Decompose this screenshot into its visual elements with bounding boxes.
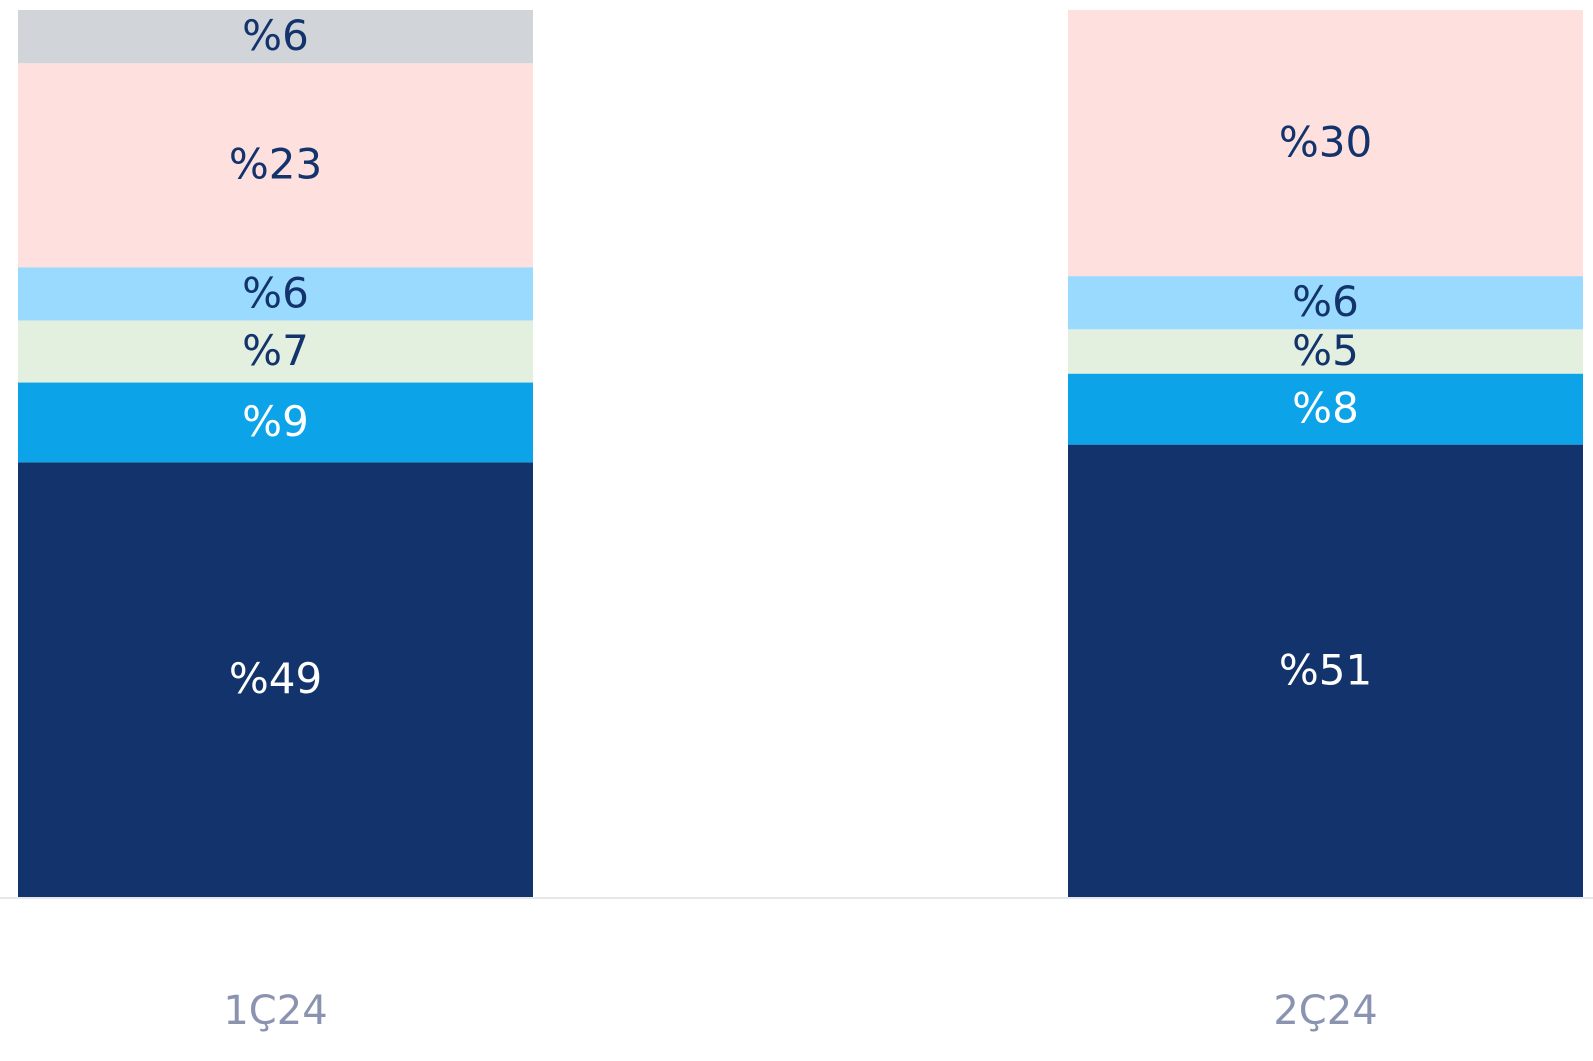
bar-segment	[18, 267, 533, 321]
data-label: %7	[242, 326, 309, 375]
data-label: %6	[242, 11, 309, 60]
bar-segment	[1068, 444, 1583, 897]
data-label: %23	[229, 140, 322, 189]
data-label: %6	[242, 268, 309, 317]
bar-segment	[1068, 276, 1583, 330]
bar-segment	[1068, 373, 1583, 445]
data-label: %8	[1292, 384, 1359, 433]
bar-segment	[18, 462, 533, 897]
data-label: %5	[1292, 326, 1359, 375]
bar-segment	[18, 320, 533, 383]
data-label: %30	[1279, 118, 1372, 167]
bar-segment	[18, 63, 533, 268]
bar-segment	[1068, 10, 1583, 277]
bar-segment	[18, 382, 533, 463]
data-label: %6	[1292, 277, 1359, 326]
data-label: %49	[229, 654, 322, 703]
x-tick-label: 2Ç24	[1273, 988, 1377, 1034]
data-label: %51	[1279, 645, 1372, 694]
x-tick-label: 1Ç24	[223, 988, 327, 1034]
bar-segment	[1068, 329, 1583, 374]
bar-segment	[18, 10, 533, 64]
data-label: %9	[242, 397, 309, 446]
